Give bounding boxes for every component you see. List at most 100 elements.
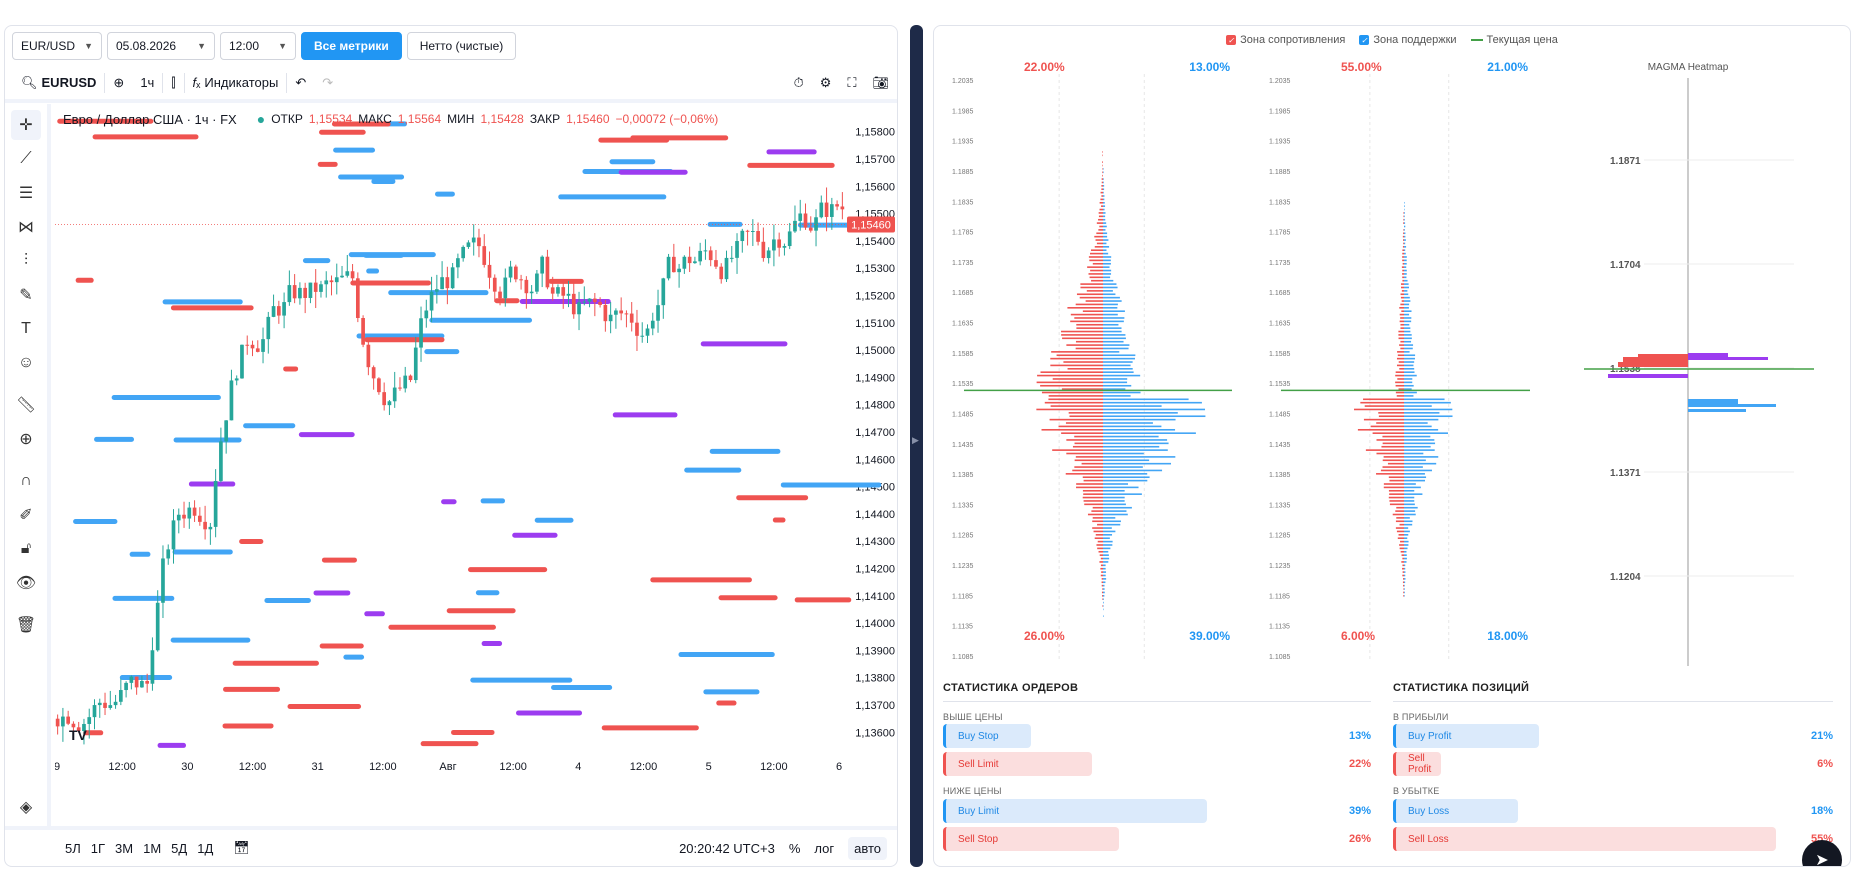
book-bar-resist [1102, 164, 1103, 167]
candlestick-chart[interactable]: 1,158001,157001,156001,155001,154001,153… [55, 106, 897, 830]
hide-tool[interactable]: 👁︎ [11, 568, 41, 598]
panel-divider[interactable]: ▶ [910, 25, 923, 867]
book-bar-resist [1101, 185, 1103, 187]
book-bar-resist [1100, 198, 1103, 201]
date-select[interactable]: 05.08.2026 ▼ [107, 32, 215, 60]
forecast-tool[interactable]: ⫶ [11, 246, 41, 276]
undo-button[interactable]: ↶ [287, 66, 314, 99]
candle-body [377, 378, 381, 393]
legend-current[interactable]: Текущая цена [1470, 34, 1558, 46]
book-bar-resist [1070, 320, 1103, 323]
zone-bar [350, 280, 431, 286]
tf-1d[interactable]: 1Д [197, 840, 214, 856]
percent-toggle[interactable]: % [788, 840, 801, 856]
book-bar-support [1404, 561, 1407, 563]
emoji-tool[interactable]: ☺ [11, 348, 41, 378]
book-bar-resist [1382, 442, 1404, 445]
book-bar-support [1103, 191, 1104, 194]
alert-button[interactable]: ⏱ [786, 66, 812, 99]
interval-button[interactable]: 1ч [140, 75, 155, 90]
book-bar-resist [1050, 405, 1103, 407]
ruler-tool[interactable]: 📏︎ [11, 390, 41, 420]
fullscreen-button[interactable]: ⛶ [839, 66, 864, 99]
book-bar-support [1103, 337, 1126, 340]
book-bar-resist [1096, 242, 1103, 245]
symbol-search[interactable]: 🔍︎ EURUSD [13, 66, 104, 99]
book-bar-resist [1063, 361, 1103, 363]
zone-bar [94, 436, 135, 442]
stat-label: Sell Limit [958, 758, 999, 770]
book-bar-support [1404, 283, 1409, 285]
calendar-range-icon[interactable]: 📅︎ [233, 840, 250, 855]
candle-body [292, 285, 297, 299]
layers-button[interactable]: ◈ [11, 792, 41, 822]
book-bar-resist [1400, 303, 1404, 306]
send-button[interactable]: ➤ [1802, 840, 1842, 866]
legend-resist[interactable]: ✓ Зона сопротивления [1226, 34, 1345, 46]
book-bar-resist [1392, 513, 1404, 516]
book-bar-support [1404, 361, 1415, 363]
time-select[interactable]: 12:00 ▼ [220, 32, 296, 60]
indicators-button[interactable]: fₓ Индикаторы [185, 66, 287, 99]
book-bar-resist [1102, 598, 1103, 600]
book-bar-support [1103, 195, 1105, 197]
candle-body [229, 380, 234, 421]
tf-3m[interactable]: 3М [115, 840, 134, 856]
book-bar-support [1103, 181, 1104, 184]
text-icon: T [21, 320, 31, 337]
tf-1y[interactable]: 1Г [90, 840, 106, 856]
book-bar-support [1103, 557, 1110, 560]
lock-drawing-tool[interactable]: ✐ [11, 500, 41, 530]
book-bar-support [1103, 381, 1128, 384]
zoom-tool[interactable]: ⊕ [11, 424, 41, 454]
book-bar-support [1103, 578, 1107, 580]
book-bar-support [1404, 330, 1411, 333]
time-tick-label: 12:00 [499, 761, 527, 773]
book-bar-resist [1402, 279, 1404, 282]
settings-button[interactable]: ⚙ [812, 66, 840, 99]
brush-tool[interactable]: ✎ [11, 280, 41, 310]
book-bar-support [1404, 439, 1435, 441]
candle-body [645, 328, 650, 336]
chart-type-button[interactable]: ⫿ [163, 66, 183, 99]
book-bar-resist [1402, 574, 1404, 577]
book-bar-resist [1076, 293, 1103, 296]
book-bar-resist [1388, 496, 1404, 499]
fib-tool[interactable]: ☰ [11, 178, 41, 208]
book-bar-support [1103, 425, 1162, 428]
auto-toggle[interactable]: авто [848, 836, 887, 860]
book-bar-resist [1395, 520, 1404, 523]
magnet-tool[interactable]: ∩ [11, 466, 41, 496]
tf-5d[interactable]: 5Д [171, 840, 188, 856]
book-bar-support [1404, 500, 1415, 502]
candle-body [729, 257, 734, 259]
delete-tool[interactable]: 🗑︎ [11, 610, 41, 640]
compare-button[interactable]: ⊕ [105, 66, 132, 99]
clock[interactable]: 20:20:42 UTC+3 [679, 840, 775, 856]
zone-bar [747, 162, 835, 168]
pattern-tool[interactable]: ⋈ [11, 212, 41, 242]
redo-button[interactable]: ↷ [314, 66, 341, 99]
book-bar-support [1103, 283, 1117, 285]
log-toggle[interactable]: лог [814, 840, 835, 856]
orders-stat-title: СТАТИСТИКА ОРДЕРОВ [943, 682, 1079, 694]
tf-1m[interactable]: 1М [143, 840, 162, 856]
trendline-tool[interactable]: ⟋ [11, 144, 41, 174]
candle-body [145, 681, 150, 684]
book-bar-support [1103, 523, 1121, 526]
time-tick-label: 9 [55, 761, 60, 773]
net-button[interactable]: Нетто (чистые) [406, 32, 517, 60]
lock-tool[interactable]: 🔓︎ [11, 534, 41, 564]
tf-5y[interactable]: 5Л [65, 840, 81, 856]
legend-support[interactable]: ✓ Зона поддержки [1359, 34, 1457, 46]
zone-bar [73, 518, 118, 524]
pair-select[interactable]: EUR/USD ▼ [12, 32, 102, 60]
book-bar-support [1404, 435, 1431, 438]
text-tool[interactable]: T [11, 314, 41, 344]
book-bar-support [1103, 171, 1104, 174]
screenshot-button[interactable]: 📷︎ [864, 66, 897, 99]
book-bar-resist [1396, 357, 1404, 360]
crosshair-tool[interactable]: ✛ [11, 110, 41, 140]
book-bar-support [1103, 422, 1153, 424]
all-metrics-button[interactable]: Все метрики [301, 32, 402, 60]
